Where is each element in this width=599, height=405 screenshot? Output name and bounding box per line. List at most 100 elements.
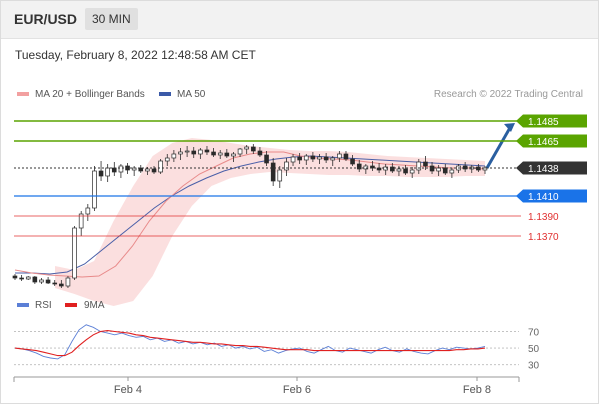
level-label-current: 1.1438 — [528, 164, 559, 175]
price-plot — [12, 123, 515, 306]
candle-body — [423, 161, 428, 167]
candle-body — [178, 151, 183, 155]
candle-body — [224, 152, 230, 157]
candle-body — [350, 158, 355, 165]
candle-body — [12, 275, 18, 279]
candle-body — [370, 165, 375, 169]
forecast-arrow — [485, 125, 513, 169]
candle-body — [198, 149, 203, 155]
header-bar: EUR/USD 30 MIN — [1, 1, 598, 39]
candle-body — [85, 207, 91, 215]
candle-body — [403, 168, 408, 174]
timeframe-badge[interactable]: 30 MIN — [85, 8, 138, 30]
candle-body — [171, 153, 177, 159]
level-tag-pointer — [516, 161, 523, 175]
candle-body — [164, 157, 170, 162]
candle-body — [416, 161, 422, 171]
candle-body — [118, 165, 124, 173]
ma20-legend-label: MA 20 + Bollinger Bands — [35, 89, 145, 100]
candle-body — [356, 163, 362, 170]
bollinger-band — [55, 138, 485, 306]
x-axis-ticks: Feb 4 Feb 6 Feb 8 — [114, 377, 491, 396]
candle-body — [284, 161, 289, 171]
level-label-support: 1.1390 — [528, 212, 559, 223]
rsi-legend-swatch — [17, 303, 29, 307]
pair-title: EUR/USD — [14, 11, 78, 27]
rsi-tick-label: 50 — [528, 344, 540, 355]
candle-body — [98, 170, 104, 177]
candle-body — [251, 146, 256, 152]
candle-body — [310, 155, 316, 160]
candle-body — [72, 227, 77, 279]
candle-body — [330, 157, 336, 161]
candle-body — [145, 168, 150, 172]
x-tick-label: Feb 8 — [463, 384, 491, 396]
date-time-label: Tuesday, February 8, 2022 12:48:58 AM CE… — [15, 48, 256, 62]
level-tag-resistance — [523, 114, 587, 128]
candle-body — [449, 169, 455, 174]
rsi-tick-label: 30 — [528, 361, 540, 372]
ma20-legend-swatch — [17, 92, 29, 96]
candle-body — [303, 155, 309, 161]
candle-body — [270, 162, 276, 182]
ma50-legend-label: MA 50 — [177, 89, 206, 100]
candle-body — [158, 160, 163, 173]
candle-body — [482, 167, 488, 171]
candle-body — [409, 169, 415, 174]
candle-body — [337, 153, 342, 159]
rsi-line — [14, 324, 486, 360]
candle-body — [323, 156, 329, 161]
level-label-pivot: 1.1410 — [528, 192, 559, 203]
rsi-legend-label: RSI — [35, 300, 52, 311]
forecast-arrow-head — [504, 123, 515, 132]
level-label-support: 1.1370 — [528, 232, 559, 243]
candle-body — [442, 167, 448, 174]
candle-body — [92, 170, 97, 209]
rsi-ma-line — [14, 330, 486, 357]
candle-body — [105, 167, 110, 177]
level-tag-current — [523, 161, 587, 175]
rsi-ma-legend-swatch — [65, 303, 77, 307]
x-tick-label: Feb 4 — [114, 384, 142, 396]
ma50-line — [15, 155, 486, 275]
candle-body — [151, 168, 157, 173]
x-tick-label: Feb 6 — [283, 384, 311, 396]
candle-body — [59, 283, 64, 287]
candle-body — [290, 156, 296, 163]
level-tag-resistance — [523, 134, 587, 148]
ma50-legend-swatch — [159, 92, 171, 96]
level-tags: 1.1485 1.1465 1.1438 1.1410 1.1390 1.1370 — [516, 114, 587, 243]
candle-body — [39, 279, 44, 283]
level-label-resistance: 1.1485 — [528, 117, 559, 128]
candle-body — [32, 276, 38, 283]
candle-body — [191, 150, 197, 155]
level-tag-pointer — [516, 189, 523, 203]
candle-body — [343, 153, 349, 160]
candle-body — [65, 277, 71, 287]
candle-body — [244, 146, 249, 150]
candle-body — [19, 277, 24, 280]
candle-body — [78, 213, 84, 229]
candle-body — [52, 282, 58, 285]
candle-body — [277, 169, 283, 182]
candle-body — [297, 156, 302, 161]
rsi-tick-label: 70 — [528, 327, 540, 338]
candle-body — [111, 167, 117, 173]
candle-body — [390, 166, 395, 172]
candle-body — [317, 156, 322, 160]
candle-body — [396, 168, 402, 172]
candle-body — [211, 151, 216, 156]
candle-body — [237, 148, 243, 155]
candle-body — [204, 149, 210, 153]
candle-body — [138, 167, 144, 172]
level-tag-pivot — [523, 189, 587, 203]
level-tag-pointer — [516, 134, 523, 148]
level-label-resistance: 1.1465 — [528, 137, 559, 148]
level-tag-pointer — [516, 114, 523, 128]
candle-body — [231, 153, 236, 157]
candle-body — [184, 150, 190, 153]
rsi-ma-legend-label: 9MA — [84, 300, 105, 311]
candle-body — [217, 152, 223, 156]
price-levels — [14, 120, 523, 237]
